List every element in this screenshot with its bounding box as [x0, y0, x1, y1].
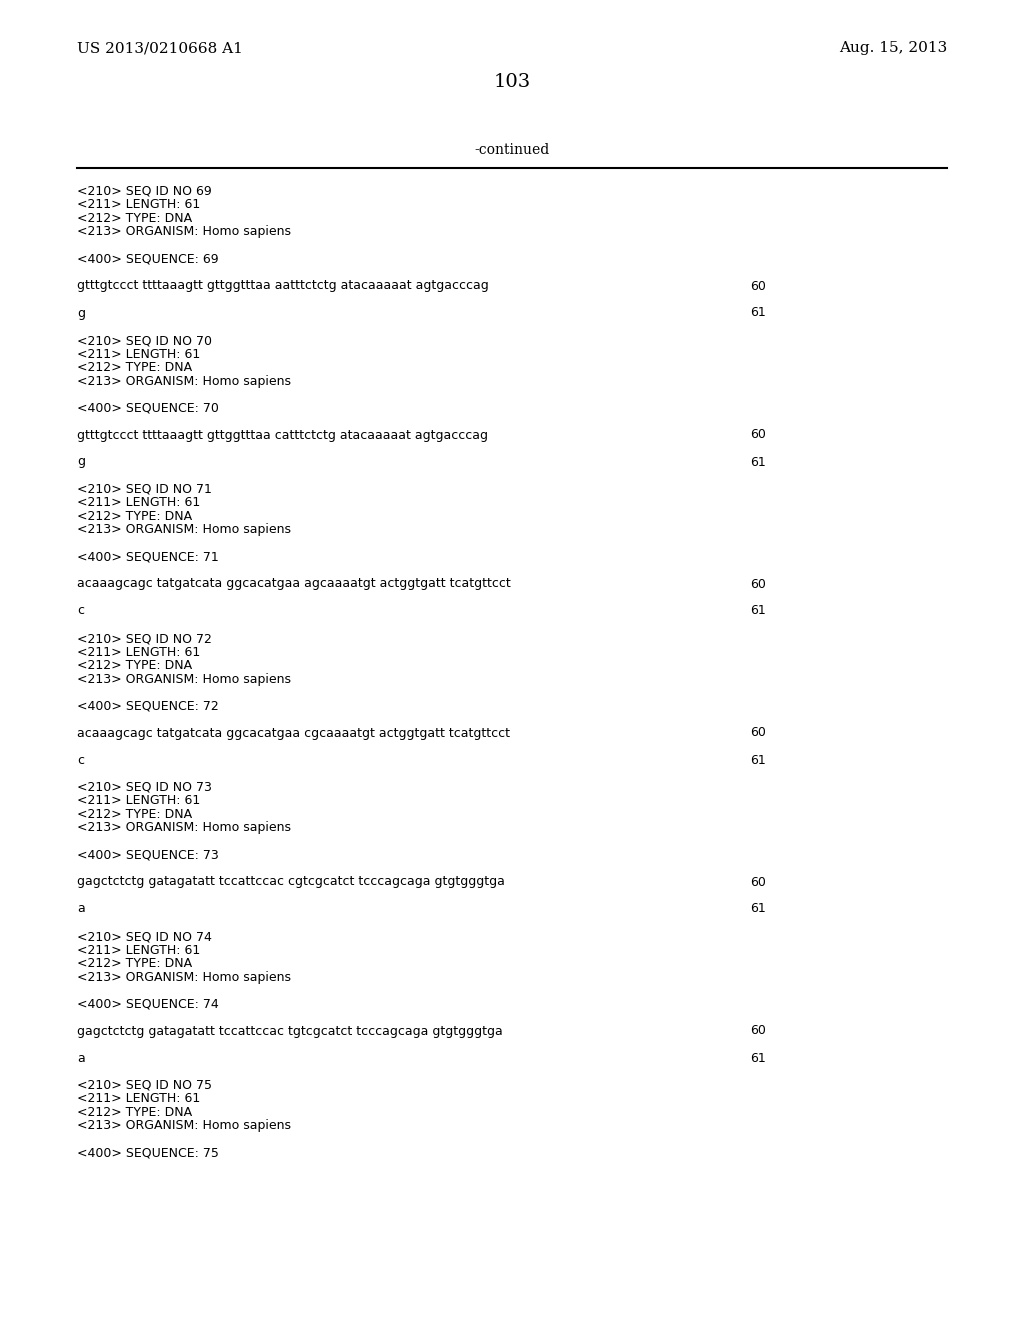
- Text: <400> SEQUENCE: 74: <400> SEQUENCE: 74: [77, 998, 218, 1011]
- Text: <211> LENGTH: 61: <211> LENGTH: 61: [77, 1093, 200, 1106]
- Text: <400> SEQUENCE: 70: <400> SEQUENCE: 70: [77, 401, 219, 414]
- Text: <210> SEQ ID NO 75: <210> SEQ ID NO 75: [77, 1078, 212, 1092]
- Text: <400> SEQUENCE: 69: <400> SEQUENCE: 69: [77, 252, 218, 265]
- Text: gtttgtccct ttttaaagtt gttggtttaa aatttctctg atacaaaaat agtgacccag: gtttgtccct ttttaaagtt gttggtttaa aatttct…: [77, 280, 488, 293]
- Text: <400> SEQUENCE: 73: <400> SEQUENCE: 73: [77, 849, 218, 862]
- Text: 60: 60: [750, 875, 766, 888]
- Text: <213> ORGANISM: Homo sapiens: <213> ORGANISM: Homo sapiens: [77, 524, 291, 536]
- Text: 61: 61: [750, 903, 766, 916]
- Text: <400> SEQUENCE: 75: <400> SEQUENCE: 75: [77, 1147, 219, 1159]
- Text: gagctctctg gatagatatt tccattccac tgtcgcatct tcccagcaga gtgtgggtga: gagctctctg gatagatatt tccattccac tgtcgca…: [77, 1024, 503, 1038]
- Text: <211> LENGTH: 61: <211> LENGTH: 61: [77, 795, 200, 808]
- Text: 60: 60: [750, 280, 766, 293]
- Text: 60: 60: [750, 429, 766, 441]
- Text: <212> TYPE: DNA: <212> TYPE: DNA: [77, 957, 191, 970]
- Text: gagctctctg gatagatatt tccattccac cgtcgcatct tcccagcaga gtgtgggtga: gagctctctg gatagatatt tccattccac cgtcgca…: [77, 875, 505, 888]
- Text: acaaagcagc tatgatcata ggcacatgaa agcaaaatgt actggtgatt tcatgttcct: acaaagcagc tatgatcata ggcacatgaa agcaaaa…: [77, 578, 511, 590]
- Text: <211> LENGTH: 61: <211> LENGTH: 61: [77, 198, 200, 211]
- Text: -continued: -continued: [474, 143, 550, 157]
- Text: g: g: [77, 306, 85, 319]
- Text: acaaagcagc tatgatcata ggcacatgaa cgcaaaatgt actggtgatt tcatgttcct: acaaagcagc tatgatcata ggcacatgaa cgcaaaa…: [77, 726, 510, 739]
- Text: a: a: [77, 903, 85, 916]
- Text: 61: 61: [750, 455, 766, 469]
- Text: <210> SEQ ID NO 74: <210> SEQ ID NO 74: [77, 931, 212, 942]
- Text: g: g: [77, 455, 85, 469]
- Text: c: c: [77, 754, 84, 767]
- Text: <211> LENGTH: 61: <211> LENGTH: 61: [77, 347, 200, 360]
- Text: <400> SEQUENCE: 71: <400> SEQUENCE: 71: [77, 550, 218, 564]
- Text: <213> ORGANISM: Homo sapiens: <213> ORGANISM: Homo sapiens: [77, 970, 291, 983]
- Text: gtttgtccct ttttaaagtt gttggtttaa catttctctg atacaaaaat agtgacccag: gtttgtccct ttttaaagtt gttggtttaa catttct…: [77, 429, 487, 441]
- Text: US 2013/0210668 A1: US 2013/0210668 A1: [77, 41, 243, 55]
- Text: <210> SEQ ID NO 69: <210> SEQ ID NO 69: [77, 185, 212, 198]
- Text: <210> SEQ ID NO 70: <210> SEQ ID NO 70: [77, 334, 212, 347]
- Text: <212> TYPE: DNA: <212> TYPE: DNA: [77, 360, 191, 374]
- Text: <213> ORGANISM: Homo sapiens: <213> ORGANISM: Homo sapiens: [77, 672, 291, 685]
- Text: <212> TYPE: DNA: <212> TYPE: DNA: [77, 659, 191, 672]
- Text: <212> TYPE: DNA: <212> TYPE: DNA: [77, 213, 191, 224]
- Text: a: a: [77, 1052, 85, 1064]
- Text: 60: 60: [750, 726, 766, 739]
- Text: 103: 103: [494, 73, 530, 91]
- Text: 61: 61: [750, 1052, 766, 1064]
- Text: 61: 61: [750, 306, 766, 319]
- Text: <211> LENGTH: 61: <211> LENGTH: 61: [77, 645, 200, 659]
- Text: 61: 61: [750, 605, 766, 618]
- Text: c: c: [77, 605, 84, 618]
- Text: <211> LENGTH: 61: <211> LENGTH: 61: [77, 496, 200, 510]
- Text: <212> TYPE: DNA: <212> TYPE: DNA: [77, 1106, 191, 1119]
- Text: 61: 61: [750, 754, 766, 767]
- Text: <210> SEQ ID NO 73: <210> SEQ ID NO 73: [77, 781, 212, 795]
- Text: 60: 60: [750, 1024, 766, 1038]
- Text: <211> LENGTH: 61: <211> LENGTH: 61: [77, 944, 200, 957]
- Text: <210> SEQ ID NO 71: <210> SEQ ID NO 71: [77, 483, 212, 496]
- Text: <213> ORGANISM: Homo sapiens: <213> ORGANISM: Homo sapiens: [77, 375, 291, 388]
- Text: <213> ORGANISM: Homo sapiens: <213> ORGANISM: Homo sapiens: [77, 821, 291, 834]
- Text: Aug. 15, 2013: Aug. 15, 2013: [839, 41, 947, 55]
- Text: 60: 60: [750, 578, 766, 590]
- Text: <400> SEQUENCE: 72: <400> SEQUENCE: 72: [77, 700, 218, 713]
- Text: <212> TYPE: DNA: <212> TYPE: DNA: [77, 808, 191, 821]
- Text: <213> ORGANISM: Homo sapiens: <213> ORGANISM: Homo sapiens: [77, 226, 291, 239]
- Text: <210> SEQ ID NO 72: <210> SEQ ID NO 72: [77, 632, 212, 645]
- Text: <213> ORGANISM: Homo sapiens: <213> ORGANISM: Homo sapiens: [77, 1119, 291, 1133]
- Text: <212> TYPE: DNA: <212> TYPE: DNA: [77, 510, 191, 523]
